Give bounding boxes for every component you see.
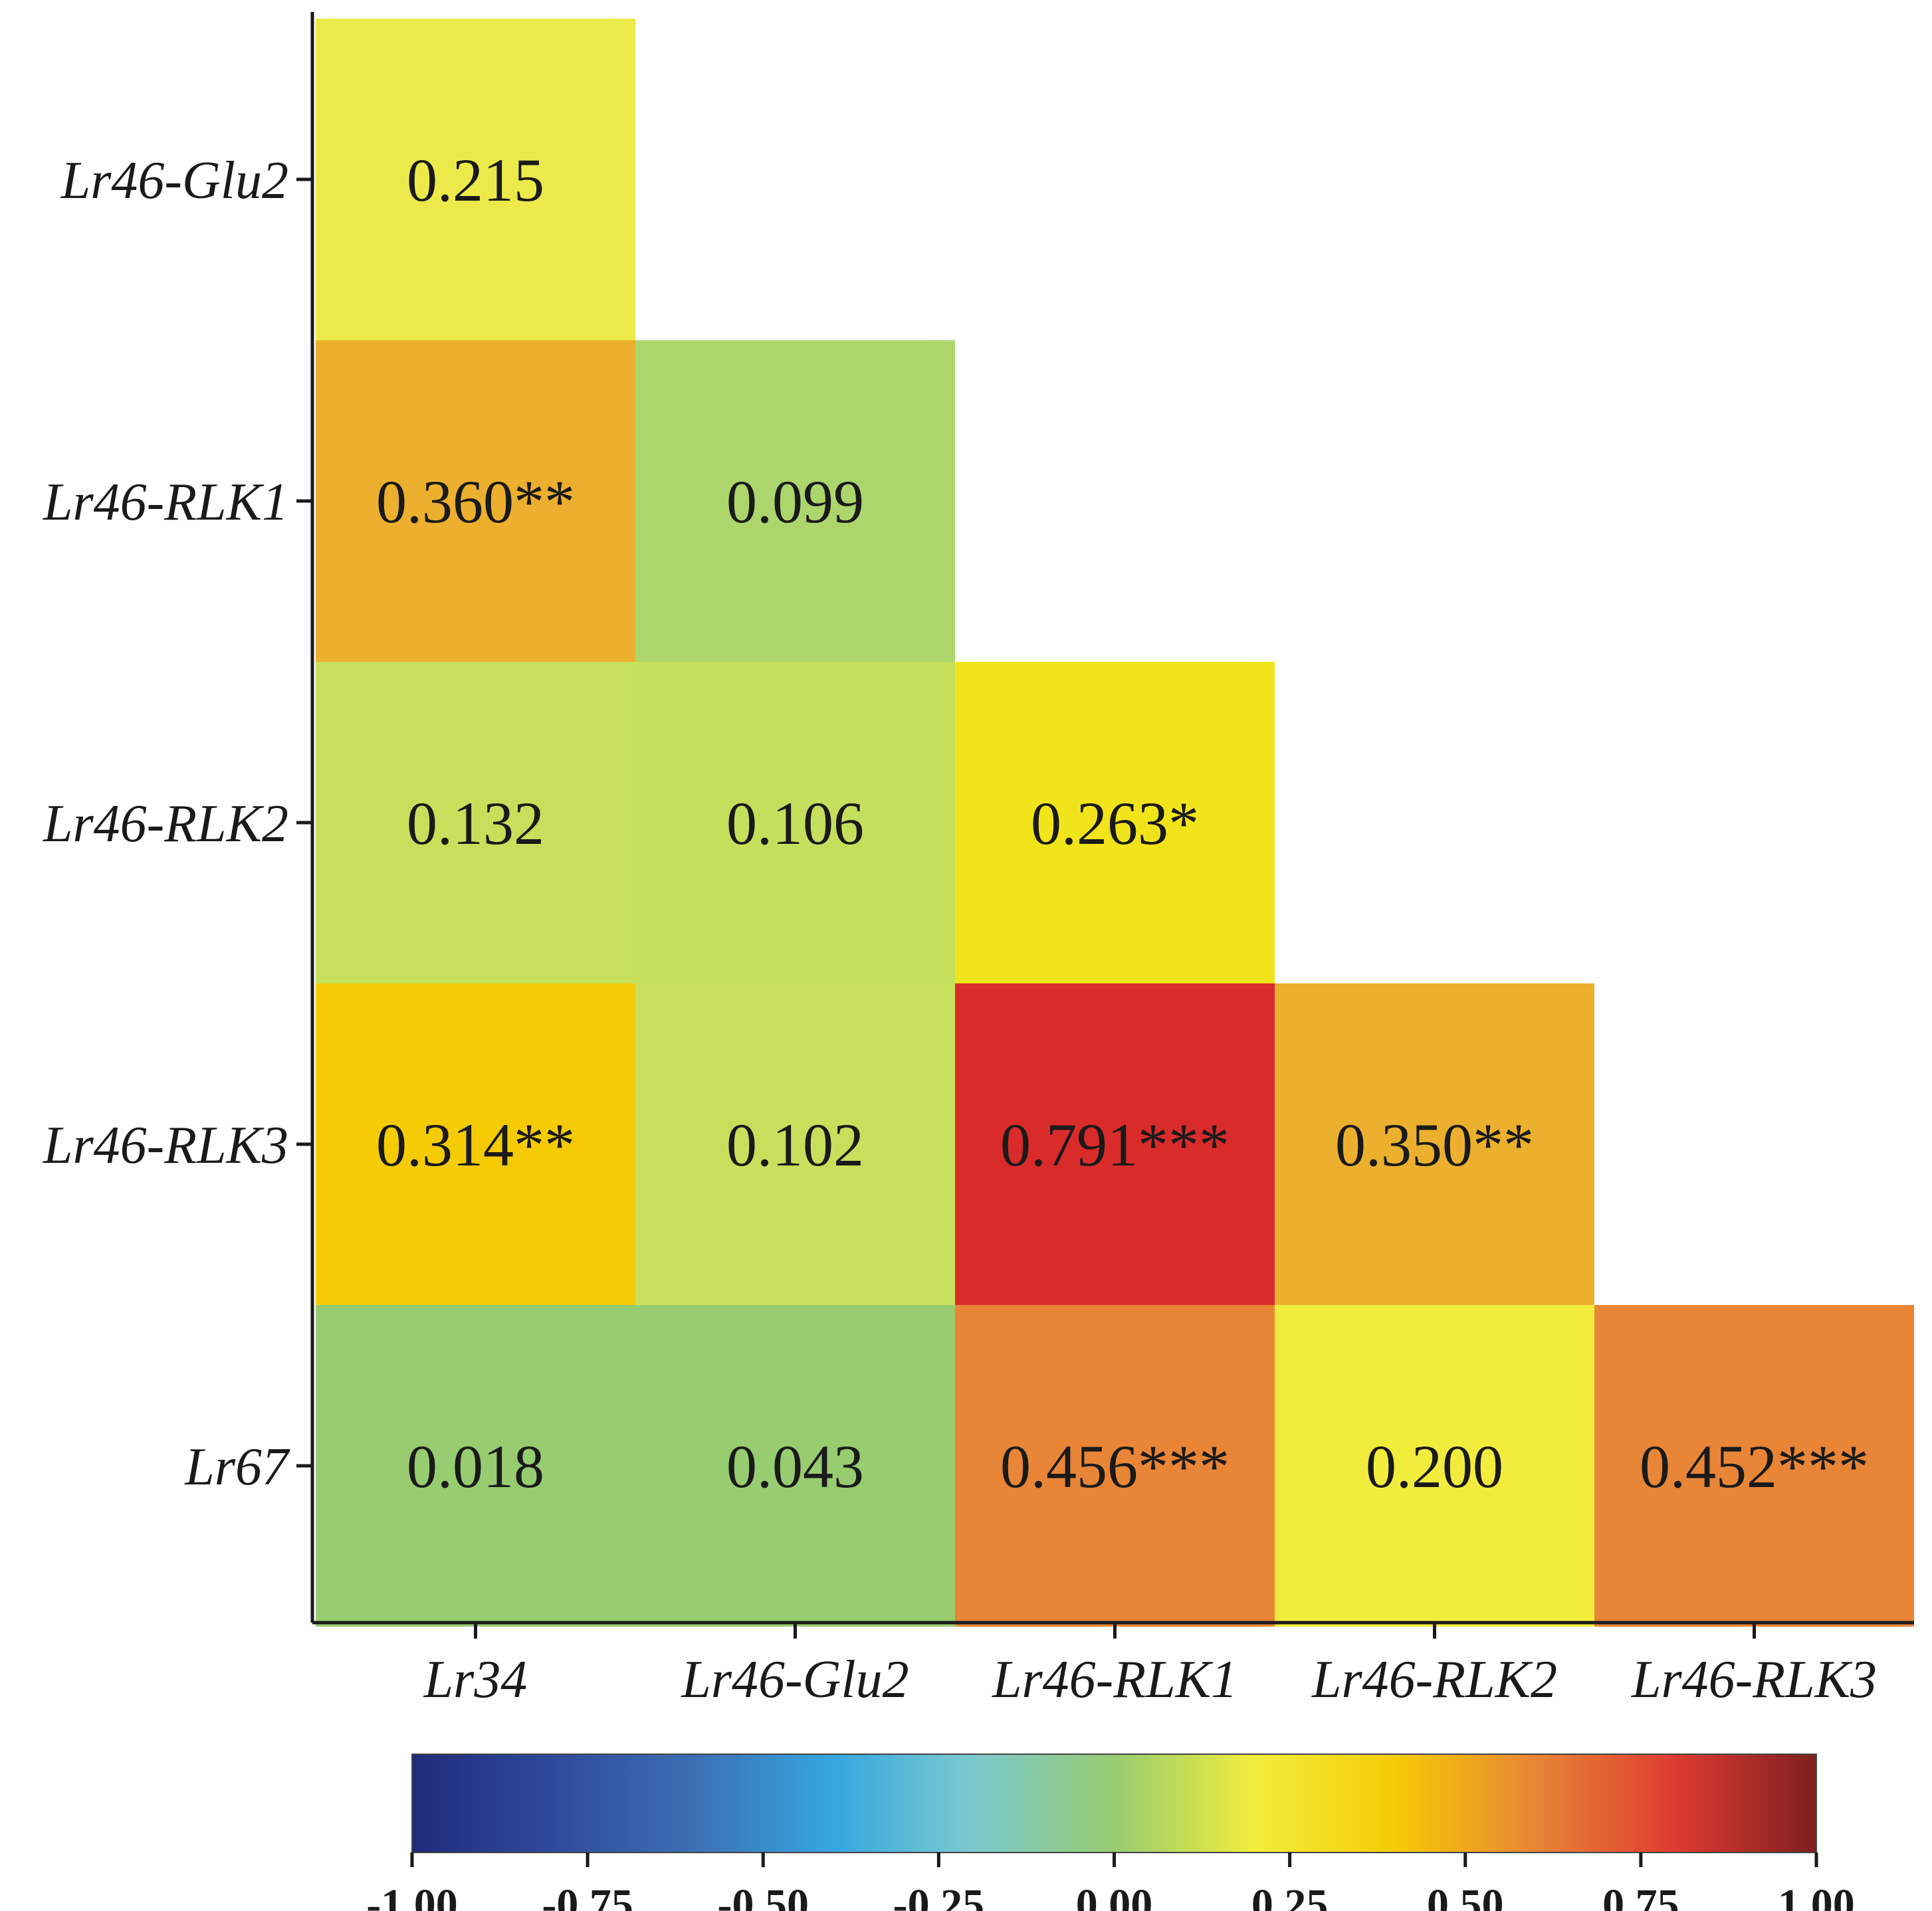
column-label-lr46-glu2: Lr46-Glu2 xyxy=(681,1651,909,1709)
heatmap-axes: Lr46-Glu2 Lr46-RLK1 Lr46-RLK2 Lr46-RLK3 Lr67… xyxy=(43,12,1914,1709)
colorbar-tick-label: 0.00 xyxy=(1076,1880,1153,1911)
colorbar-tick-label: -1.00 xyxy=(366,1880,457,1911)
cell-value-label: 0.132 xyxy=(407,789,544,857)
cell-rect xyxy=(1594,1305,1914,1627)
cell-value-label: 0.215 xyxy=(407,146,544,214)
cell-rect xyxy=(955,662,1275,983)
heatmap-cell-lr46-rlk3-lr46-glu2: 0.102 xyxy=(635,983,955,1305)
cell-rect xyxy=(316,340,635,662)
heatmap-cells: 0.215 0.360** 0.099 0.132 0.106 0.263* 0.314**… xyxy=(316,19,1914,1627)
cell-value-label: 0.043 xyxy=(726,1433,864,1500)
cell-rect xyxy=(316,983,635,1305)
heatmap-cell-lr67-lr46-glu2: 0.043 xyxy=(635,1305,955,1627)
colorbar-tick-label: 1.00 xyxy=(1778,1880,1855,1911)
cell-value-label: 0.102 xyxy=(726,1111,864,1179)
row-label-lr46-rlk3: Lr46-RLK3 xyxy=(43,1116,288,1175)
cell-value-label: 0.018 xyxy=(407,1433,544,1500)
heatmap-cell-lr46-rlk3-lr46-rlk1: 0.791*** xyxy=(955,983,1275,1305)
cell-value-label: 0.452*** xyxy=(1640,1433,1869,1500)
heatmap-cell-lr67-lr46-rlk1: 0.456*** xyxy=(955,1305,1275,1627)
colorbar-tick-label: 0.75 xyxy=(1602,1880,1679,1911)
heatmap-cell-lr67-lr46-rlk2: 0.200 xyxy=(1275,1305,1594,1627)
heatmap-cell-lr46-rlk2-lr46-rlk1: 0.263* xyxy=(955,662,1275,983)
heatmap-cell-lr46-rlk1-lr46-glu2: 0.099 xyxy=(635,340,955,662)
cell-rect xyxy=(316,662,635,983)
cell-rect xyxy=(955,983,1275,1305)
heatmap-cell-lr46-glu2-lr34: 0.215 xyxy=(316,19,635,340)
row-label-lr46-rlk1: Lr46-RLK1 xyxy=(43,473,288,532)
colorbar-tick-label: -0.75 xyxy=(542,1880,633,1911)
colorbar: -1.00 -0.75 -0.50 -0.25 0.00 0.25 0.50 0.75 1.00 xyxy=(366,1754,1855,1911)
column-label-lr34: Lr34 xyxy=(423,1651,528,1709)
heatmap-cell-lr46-rlk3-lr34: 0.314** xyxy=(316,983,635,1305)
cell-value-label: 0.099 xyxy=(726,468,864,536)
heatmap-cell-lr67-lr46-rlk3: 0.452*** xyxy=(1594,1305,1914,1627)
cell-rect xyxy=(955,1305,1275,1627)
cell-rect xyxy=(635,340,955,662)
cell-rect xyxy=(635,662,955,983)
cell-rect xyxy=(1275,983,1594,1305)
row-label-lr67: Lr67 xyxy=(184,1438,290,1496)
row-label-lr46-rlk2: Lr46-RLK2 xyxy=(43,795,288,853)
heatmap-cell-lr67-lr34: 0.018 xyxy=(316,1305,635,1627)
cell-rect xyxy=(635,983,955,1305)
heatmap-cell-lr46-rlk2-lr46-glu2: 0.106 xyxy=(635,662,955,983)
cell-value-label: 0.350** xyxy=(1335,1111,1534,1179)
colorbar-tick-label: 0.50 xyxy=(1427,1880,1504,1911)
column-label-lr46-rlk3: Lr46-RLK3 xyxy=(1631,1651,1877,1709)
cell-value-label: 0.456*** xyxy=(1000,1433,1230,1500)
cell-rect xyxy=(316,19,635,340)
cell-value-label: 0.360** xyxy=(376,468,575,536)
column-label-lr46-rlk1: Lr46-RLK1 xyxy=(992,1651,1237,1709)
cell-value-label: 0.263* xyxy=(1031,789,1199,857)
colorbar-tick-label: -0.50 xyxy=(718,1880,809,1911)
cell-value-label: 0.106 xyxy=(726,789,864,857)
heatmap-cell-lr46-rlk2-lr34: 0.132 xyxy=(316,662,635,983)
cell-value-label: 0.200 xyxy=(1366,1433,1503,1500)
cell-rect xyxy=(635,1305,955,1627)
cell-rect xyxy=(1275,1305,1594,1627)
cell-value-label: 0.791*** xyxy=(1000,1111,1230,1179)
colorbar-tick-label: -0.25 xyxy=(893,1880,984,1911)
colorbar-gradient xyxy=(411,1754,1817,1853)
heatmap-cell-lr46-rlk1-lr34: 0.360** xyxy=(316,340,635,662)
colorbar-tick-label: 0.25 xyxy=(1251,1880,1329,1911)
cell-value-label: 0.314** xyxy=(376,1111,575,1179)
heatmap-cell-lr46-rlk3-lr46-rlk2: 0.350** xyxy=(1275,983,1594,1305)
column-label-lr46-rlk2: Lr46-RLK2 xyxy=(1311,1651,1557,1709)
cell-rect xyxy=(316,1305,635,1627)
row-label-lr46-glu2: Lr46-Glu2 xyxy=(60,151,288,210)
